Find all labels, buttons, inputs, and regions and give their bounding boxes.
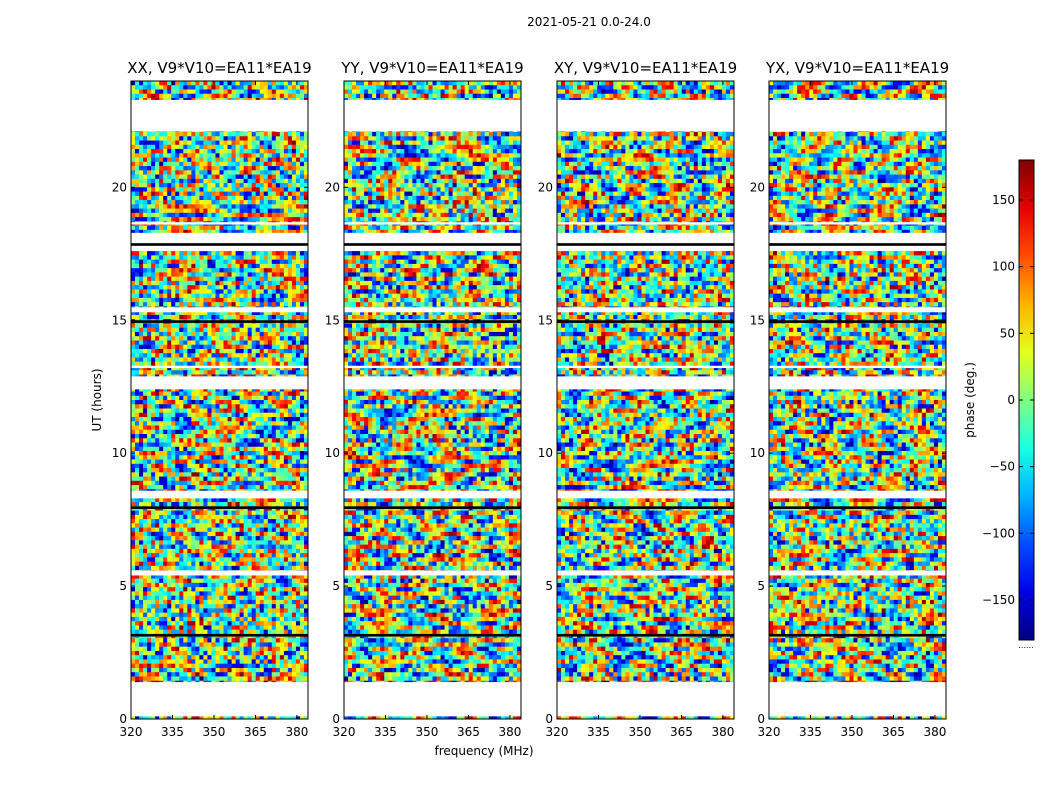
y-tick-label: 5 (332, 579, 340, 593)
x-tick-label: 320 (120, 725, 143, 739)
x-tick-label: 335 (587, 725, 610, 739)
y-tick-label: 5 (545, 579, 553, 593)
y-tick-label: 15 (112, 313, 127, 327)
y-tick-label: 0 (119, 712, 127, 726)
x-tick-label: 350 (416, 725, 439, 739)
x-tick-label: 335 (374, 725, 397, 739)
panel-yy: YY, V9*V10=EA11*EA19 320 335 350 365 380 0 5 10 1… (325, 59, 524, 739)
colorbar-tick-label: 0 (1007, 393, 1015, 407)
panel-title: XY, V9*V10=EA11*EA19 (554, 59, 737, 77)
colorbar-tick-label: 150 (992, 193, 1015, 207)
x-tick-label: 350 (629, 725, 652, 739)
y-tick-label: 5 (119, 579, 127, 593)
x-tick-label: 365 (670, 725, 693, 739)
colorbar-tick-label: −100 (982, 526, 1015, 540)
y-tick-label: 20 (750, 180, 765, 194)
x-tick-label: 335 (799, 725, 822, 739)
y-tick-label: 15 (538, 313, 553, 327)
x-tick-label: 350 (203, 725, 226, 739)
figure-suptitle: 2021-05-21 0.0-24.0 (527, 15, 651, 29)
y-tick-label: 20 (325, 180, 340, 194)
phase-heatmap (769, 81, 946, 719)
phase-heatmap (557, 81, 734, 719)
y-tick-label: 10 (325, 446, 340, 460)
x-tick-label: 350 (841, 725, 864, 739)
axes-frame (768, 80, 947, 720)
axes-frame (130, 80, 309, 720)
y-tick-label: 0 (545, 712, 553, 726)
y-tick-label: 20 (538, 180, 553, 194)
y-tick-label: 5 (757, 579, 765, 593)
y-tick-label: 0 (757, 712, 765, 726)
y-tick-label: 10 (750, 446, 765, 460)
panel-yx: YX, V9*V10=EA11*EA19 320 335 350 365 380 0 5 10 1… (750, 59, 949, 739)
y-tick-label: 10 (112, 446, 127, 460)
panel-title: XX, V9*V10=EA11*EA19 (127, 59, 311, 77)
x-tick-label: 380 (285, 725, 308, 739)
panel-title: YY, V9*V10=EA11*EA19 (340, 59, 523, 77)
y-tick-label: 10 (538, 446, 553, 460)
y-axis-label: UT (hours) (90, 368, 104, 431)
colorbar: −150 −100 −50 0 50 100 150...... (982, 159, 1035, 650)
axes-frame (556, 80, 735, 720)
x-tick-label: 320 (546, 725, 569, 739)
phase-heatmap (131, 81, 308, 719)
y-tick-label: 0 (332, 712, 340, 726)
x-tick-label: 320 (333, 725, 356, 739)
x-tick-label: 320 (758, 725, 781, 739)
phase-heatmap (344, 81, 521, 719)
colorbar-tick-label: −50 (990, 460, 1015, 474)
x-tick-label: 365 (882, 725, 905, 739)
y-tick-label: 15 (750, 313, 765, 327)
colorbar-footnote: ...... (1018, 641, 1033, 650)
panel-xx: XX, V9*V10=EA11*EA19 320 335 350 365 380 0 5 10 1… (112, 59, 312, 739)
x-tick-label: 380 (498, 725, 521, 739)
y-tick-label: 20 (112, 180, 127, 194)
colorbar-tick-label: 50 (1000, 326, 1015, 340)
x-axis-label: frequency (MHz) (434, 744, 533, 758)
x-tick-label: 380 (711, 725, 734, 739)
x-tick-label: 365 (457, 725, 480, 739)
colorbar-tick-label: 100 (992, 260, 1015, 274)
x-tick-label: 365 (244, 725, 267, 739)
colorbar-label: phase (deg.) (963, 362, 977, 438)
colorbar-tick-label: −150 (982, 593, 1015, 607)
panel-title: YX, V9*V10=EA11*EA19 (765, 59, 949, 77)
panel-xy: XY, V9*V10=EA11*EA19 320 335 350 365 380 0 5 10 1… (538, 59, 737, 739)
axes-frame (343, 80, 522, 720)
x-tick-label: 335 (161, 725, 184, 739)
y-tick-label: 15 (325, 313, 340, 327)
panels-group: XX, V9*V10=EA11*EA19 320 335 350 365 380 0 5 10 1… (112, 59, 949, 739)
x-tick-label: 380 (923, 725, 946, 739)
